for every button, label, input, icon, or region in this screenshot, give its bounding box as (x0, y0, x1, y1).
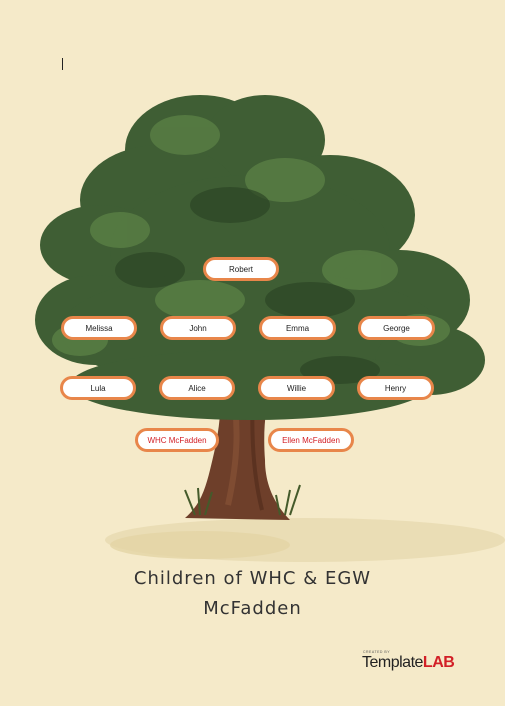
grass (184, 484, 301, 516)
member-alice[interactable]: Alice (159, 376, 235, 400)
member-whc-mcfadden[interactable]: WHC McFadden (135, 428, 219, 452)
title-line-2: McFadden (203, 598, 302, 619)
brand-created-by: CREATED BY (363, 650, 391, 654)
brand-logo: CREATED BY TemplateLAB (362, 650, 472, 674)
member-melissa[interactable]: Melissa (61, 316, 137, 340)
brand-name: TemplateLAB (362, 654, 455, 671)
member-emma[interactable]: Emma (259, 316, 336, 340)
member-robert[interactable]: Robert (203, 257, 279, 281)
member-george[interactable]: George (358, 316, 435, 340)
text-cursor (62, 58, 63, 70)
member-henry[interactable]: Henry (357, 376, 434, 400)
title-line-1: Children of WHC & EGW (133, 568, 372, 589)
member-john[interactable]: John (160, 316, 236, 340)
member-lula[interactable]: Lula (60, 376, 136, 400)
member-willie[interactable]: Willie (258, 376, 335, 400)
member-ellen-mcfadden[interactable]: Ellen McFadden (268, 428, 354, 452)
